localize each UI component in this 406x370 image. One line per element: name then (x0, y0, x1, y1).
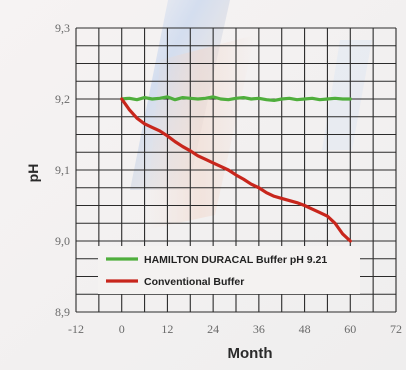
background-decoration (130, 0, 372, 230)
y-tick-label: 9,3 (55, 21, 70, 35)
x-tick-label: 72 (390, 322, 402, 336)
axes: -12 0 12 24 36 48 60 72 8,9 9,0 9,1 9,2 9,3 (55, 21, 402, 336)
y-axis-label: pH (25, 164, 41, 183)
x-tick-label: 36 (253, 322, 265, 336)
y-tick-label: 9,1 (55, 163, 70, 177)
x-tick-label: 0 (119, 322, 125, 336)
series-line-conventional (120, 97, 352, 243)
x-tick-label: 24 (207, 322, 219, 336)
axis-labels: Month pH (25, 164, 272, 362)
series-line-duracal (120, 95, 352, 103)
y-tick-label: 9,0 (55, 234, 70, 248)
legend: HAMILTON DURACAL Buffer pH 9.21 Conventio… (98, 246, 360, 294)
y-tick-label: 9,2 (55, 92, 70, 106)
x-axis-label: Month (228, 345, 273, 362)
y-tick-label: 8,9 (55, 305, 70, 319)
x-tick-label: 12 (161, 322, 173, 336)
x-tick-label: 60 (344, 322, 356, 336)
legend-label: Conventional Buffer (144, 276, 244, 288)
legend-label: HAMILTON DURACAL Buffer pH 9.21 (144, 254, 327, 266)
x-tick-label: 48 (299, 322, 311, 336)
x-tick-label: -12 (68, 322, 84, 336)
series-lines (120, 95, 352, 243)
legend-box (98, 246, 360, 294)
